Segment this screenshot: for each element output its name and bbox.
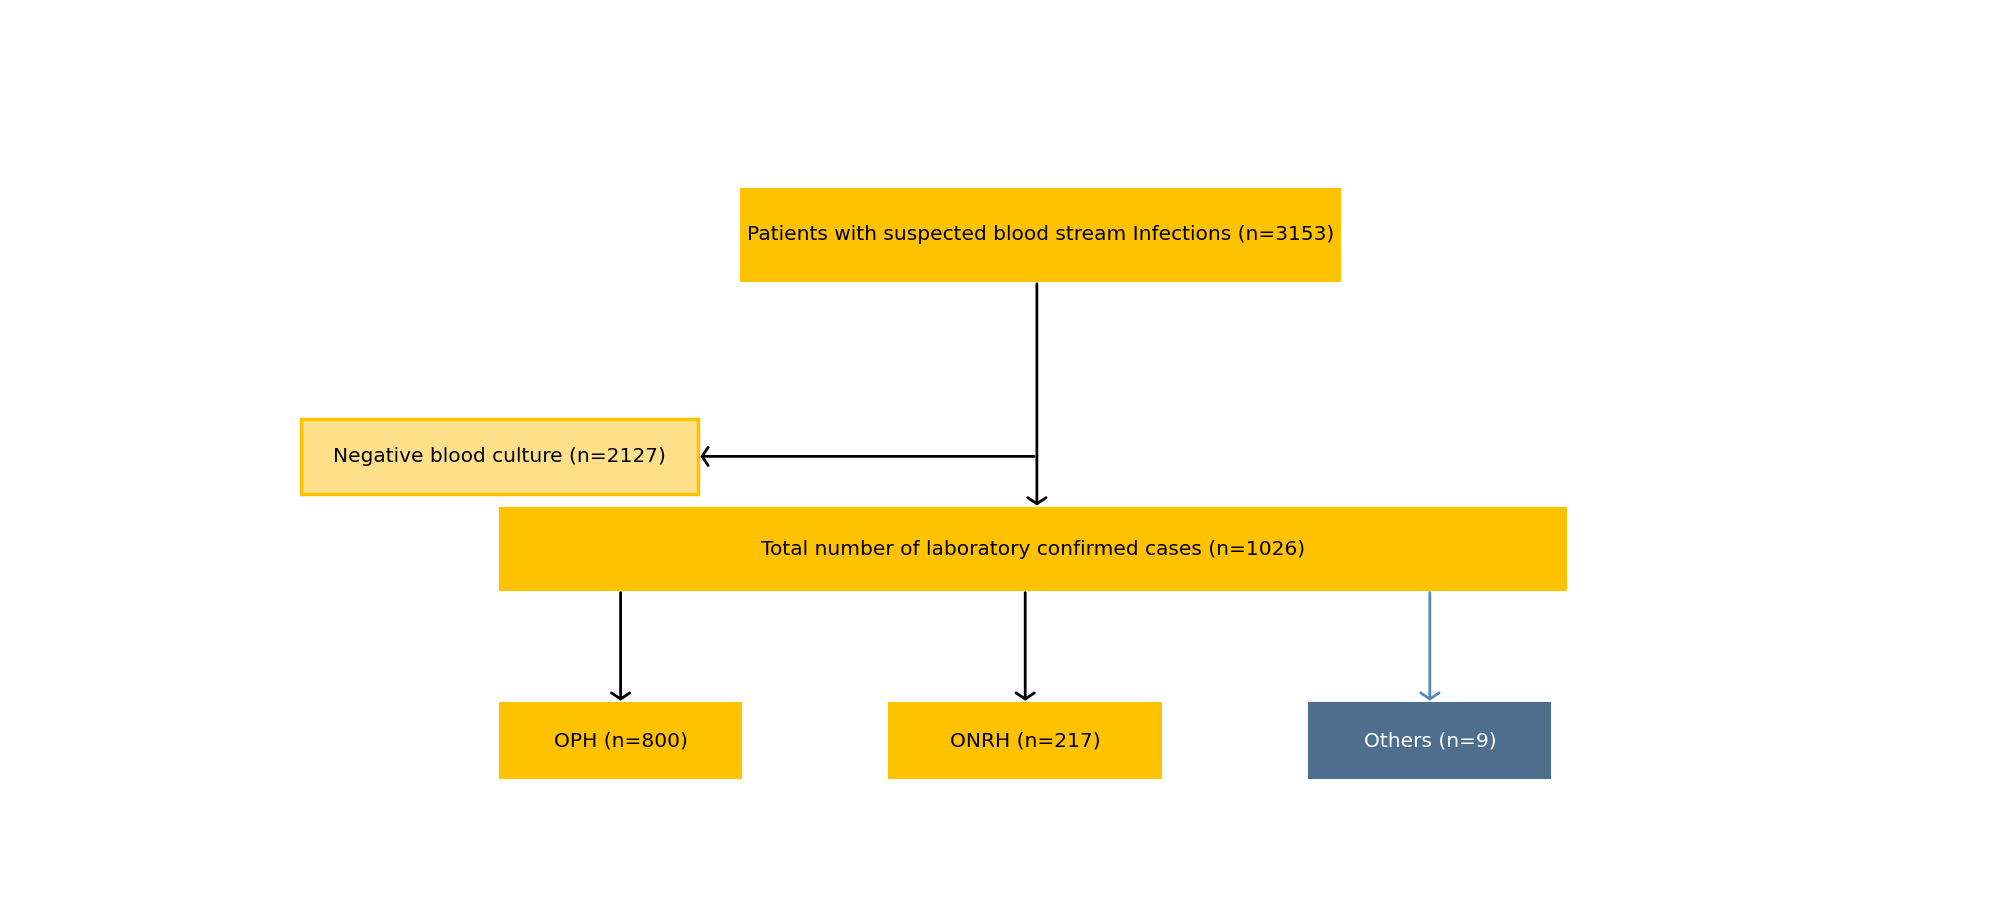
FancyBboxPatch shape [500, 703, 741, 778]
Text: Negative blood culture (n=2127): Negative blood culture (n=2127) [333, 447, 664, 467]
FancyBboxPatch shape [741, 189, 1341, 281]
FancyBboxPatch shape [1309, 703, 1549, 778]
Text: Others (n=9): Others (n=9) [1363, 731, 1495, 751]
Text: OPH (n=800): OPH (n=800) [554, 731, 686, 751]
Text: Patients with suspected blood stream Infections (n=3153): Patients with suspected blood stream Inf… [747, 225, 1335, 244]
FancyBboxPatch shape [500, 508, 1565, 590]
FancyBboxPatch shape [301, 420, 696, 494]
Text: ONRH (n=217): ONRH (n=217) [949, 731, 1100, 751]
FancyBboxPatch shape [889, 703, 1160, 778]
Text: Total number of laboratory confirmed cases (n=1026): Total number of laboratory confirmed cas… [761, 539, 1305, 559]
